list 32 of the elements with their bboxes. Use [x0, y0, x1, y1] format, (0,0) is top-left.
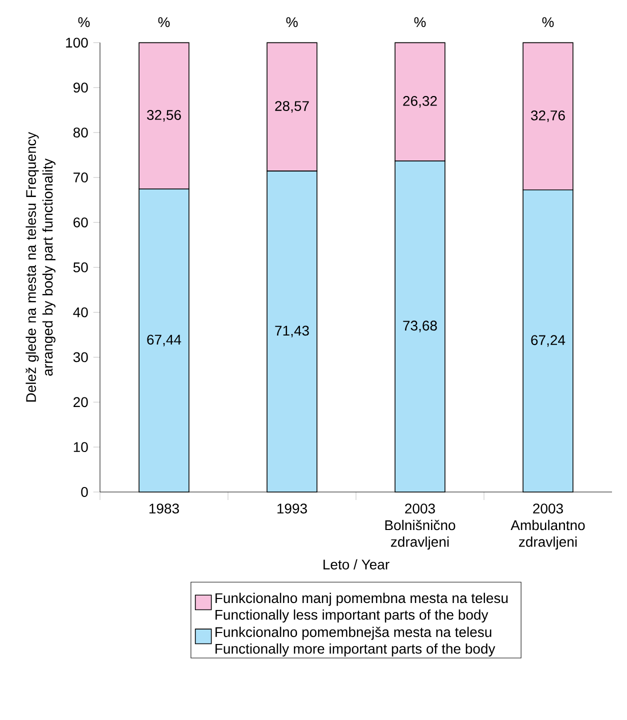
- y-axis-title: Delež glede na mesta na telesu Frequency arranged by body part functionality: [26, 132, 56, 402]
- legend-label: Funkcionalno manj pomembna mesta na telesu Functionally less important parts of the body: [216, 592, 508, 623]
- y-tick-label: 90: [74, 82, 88, 93]
- y-tick-label: 20: [74, 397, 88, 408]
- y-tick-label: 0: [81, 487, 88, 497]
- text: %: [78, 17, 90, 28]
- y-tick-label: 70: [74, 172, 88, 182]
- y-tick-label: 40: [73, 307, 88, 318]
- x-axis-title: Leto / Year: [324, 559, 390, 570]
- text: %: [286, 17, 298, 28]
- y-tick-label: 50: [74, 262, 88, 272]
- x-tick-label: 1993: [278, 504, 308, 514]
- y-tick-label: 10: [74, 442, 88, 452]
- x-tick-label: 1983: [150, 504, 180, 514]
- data-label: 32,76: [531, 110, 566, 122]
- text: %: [158, 17, 170, 28]
- text: %: [414, 17, 426, 28]
- data-label: 67,44: [147, 334, 182, 346]
- y-tick-label: 60: [74, 217, 88, 228]
- data-label: 73,68: [403, 320, 438, 332]
- y-tick-label: 80: [74, 128, 88, 138]
- x-tick-label: 2003 Bolnišnično zdravljeni: [386, 504, 456, 550]
- data-label: 71,43: [275, 326, 310, 338]
- y-tick-label: 100: [66, 38, 88, 48]
- x-tick-label: 2003 Ambulantno zdravljeni: [510, 504, 585, 550]
- text: %: [542, 17, 554, 28]
- data-label: 32,56: [147, 110, 182, 122]
- y-tick-label: 30: [74, 352, 88, 362]
- data-label: 67,24: [531, 335, 566, 347]
- data-label: 26,32: [403, 96, 437, 108]
- data-label: 28,57: [275, 101, 309, 113]
- legend-label: Funkcionalno pomembnejša mesta na telesu Functionally more important parts of the body: [216, 626, 496, 656]
